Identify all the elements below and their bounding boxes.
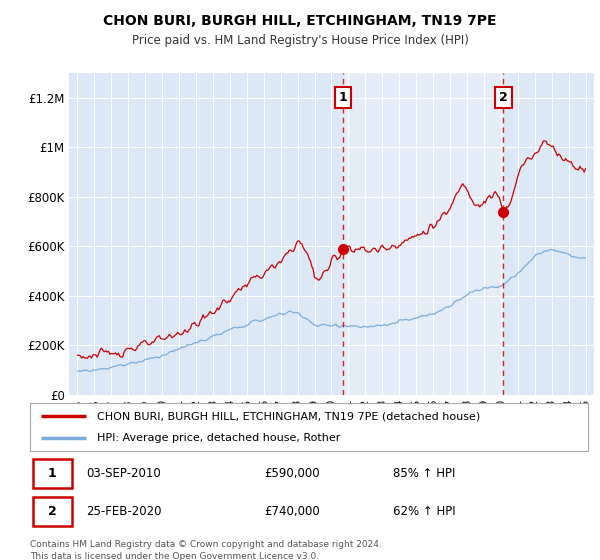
Text: CHON BURI, BURGH HILL, ETCHINGHAM, TN19 7PE: CHON BURI, BURGH HILL, ETCHINGHAM, TN19 … [103, 14, 497, 28]
FancyBboxPatch shape [33, 459, 72, 488]
Text: 1: 1 [338, 91, 347, 104]
Text: HPI: Average price, detached house, Rother: HPI: Average price, detached house, Roth… [97, 433, 340, 443]
Text: 62% ↑ HPI: 62% ↑ HPI [392, 505, 455, 518]
FancyBboxPatch shape [33, 497, 72, 526]
Text: 25-FEB-2020: 25-FEB-2020 [86, 505, 161, 518]
Text: Price paid vs. HM Land Registry's House Price Index (HPI): Price paid vs. HM Land Registry's House … [131, 34, 469, 46]
Text: CHON BURI, BURGH HILL, ETCHINGHAM, TN19 7PE (detached house): CHON BURI, BURGH HILL, ETCHINGHAM, TN19 … [97, 411, 480, 421]
Bar [343, 73, 503, 395]
Text: £740,000: £740,000 [265, 505, 320, 518]
Text: 03-SEP-2010: 03-SEP-2010 [86, 467, 161, 480]
Text: 1: 1 [48, 467, 56, 480]
Text: 2: 2 [48, 505, 56, 518]
Text: 85% ↑ HPI: 85% ↑ HPI [392, 467, 455, 480]
Text: 2: 2 [499, 91, 508, 104]
Text: £590,000: £590,000 [265, 467, 320, 480]
Text: Contains HM Land Registry data © Crown copyright and database right 2024.
This d: Contains HM Land Registry data © Crown c… [30, 540, 382, 560]
